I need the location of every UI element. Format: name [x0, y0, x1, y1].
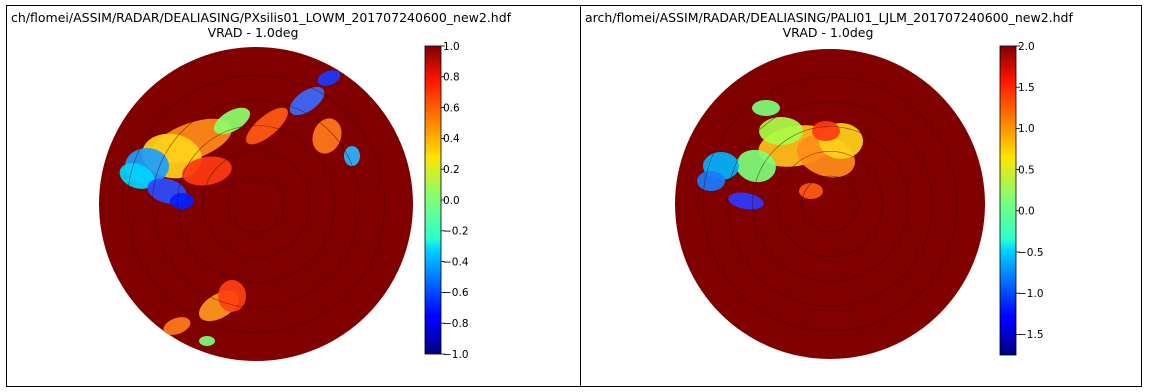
radar-panel-left: ch/flomei/ASSIM/RADAR/DEALIASING/PXsilis…	[7, 6, 580, 386]
figure-table-frame	[6, 5, 1142, 387]
panel-divider	[580, 5, 581, 387]
colorbar-tick-label: −0.5	[1018, 247, 1044, 259]
colorbar-tick-label: −1.0	[1018, 288, 1044, 300]
echo-blob	[759, 117, 803, 145]
range-ring	[152, 100, 360, 308]
echo-blob	[199, 336, 215, 346]
colorbar-tick-label: 2.0	[1018, 41, 1035, 53]
radar-chart-left: ch/flomei/ASSIM/RADAR/DEALIASING/PXsilis…	[11, 10, 512, 361]
colorbar-tick-label: 0.0	[443, 195, 460, 207]
range-ring	[126, 74, 386, 334]
echo-blob	[812, 121, 840, 141]
colorbar-tick-label: −1.5	[1018, 329, 1044, 341]
radar-disc	[675, 49, 985, 359]
echo-blob	[182, 156, 232, 186]
echo-blob	[170, 193, 194, 209]
chart-subtitle: VRAD - 1.0deg	[783, 25, 874, 40]
echo-blob	[697, 171, 725, 191]
colorbar-tick-label: 0.0	[1018, 206, 1035, 218]
colorbar-tick-label: 0.2	[443, 164, 460, 176]
echo-blob	[344, 146, 360, 166]
echo-blob	[736, 149, 776, 183]
colorbar-tick-label: 1.5	[1018, 82, 1035, 94]
echo-blob	[119, 163, 155, 189]
radar-disc	[99, 47, 413, 361]
range-ring	[777, 151, 884, 258]
colorbar-tick-label: 0.4	[443, 133, 460, 145]
colorbar-tick-label: −0.4	[443, 256, 469, 268]
chart-title: ch/flomei/ASSIM/RADAR/DEALIASING/PXsilis…	[11, 10, 512, 25]
echo-blob	[317, 70, 341, 86]
radar-background	[99, 47, 413, 361]
colorbar-tick-label: 0.5	[1018, 164, 1035, 176]
colorbar-tick-label: 0.8	[443, 72, 460, 84]
range-ring	[227, 175, 285, 233]
colorbar	[424, 45, 442, 355]
echo-blob	[799, 183, 823, 199]
echo-blob	[289, 86, 325, 116]
range-ring	[202, 150, 310, 258]
radar-background	[675, 49, 985, 359]
colorbar-tick-label: −1.0	[443, 349, 469, 361]
range-ring	[727, 101, 933, 307]
range-ring	[752, 126, 908, 282]
colorbar-tick-label: 0.6	[443, 102, 460, 114]
range-ring	[702, 76, 958, 332]
range-ring	[177, 125, 335, 283]
colorbar	[999, 45, 1017, 356]
chart-title: arch/flomei/ASSIM/RADAR/DEALIASING/PALI0…	[585, 10, 1073, 25]
chart-subtitle: VRAD - 1.0deg	[208, 25, 299, 40]
colorbar-ticks: 1.0 0.8 0.6 0.4 0.2 0.0 −0.2 −0.4 −0.6 −0.8 −1.0	[441, 41, 469, 361]
echo-blob	[312, 118, 342, 154]
colorbar-tick-label: −0.8	[443, 318, 469, 330]
colorbar-tick-label: 1.0	[1018, 123, 1035, 135]
range-ring	[801, 175, 859, 233]
radar-chart-right: arch/flomei/ASSIM/RADAR/DEALIASING/PALI0…	[585, 10, 1073, 359]
colorbar-tick-label: 1.0	[443, 41, 460, 53]
echo-blob	[163, 317, 191, 335]
echo-blob	[213, 107, 251, 135]
echo-blob	[218, 280, 246, 312]
colorbar-tick-label: −0.6	[443, 287, 469, 299]
echo-blob	[752, 100, 780, 116]
colorbar-tick-label: −0.2	[443, 226, 469, 238]
colorbar-ticks: 2.0 1.5 1.0 0.5 0.0 −0.5 −1.0 −1.5	[1016, 41, 1044, 341]
echo-blob	[728, 192, 764, 210]
radar-panel-right: arch/flomei/ASSIM/RADAR/DEALIASING/PALI0…	[581, 6, 1142, 386]
